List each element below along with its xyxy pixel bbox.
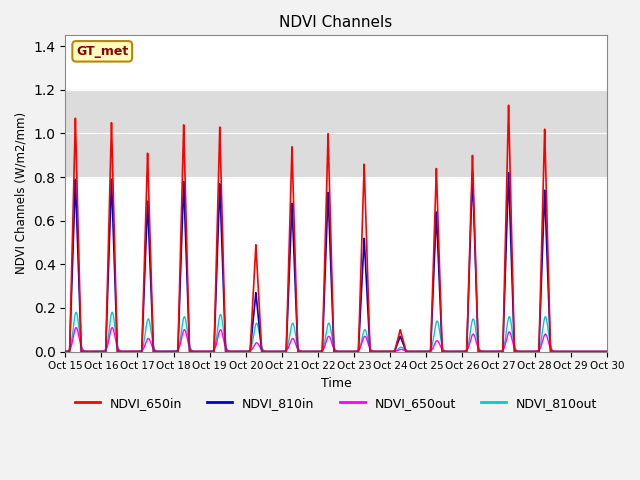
X-axis label: Time: Time <box>321 377 351 390</box>
Legend: NDVI_650in, NDVI_810in, NDVI_650out, NDVI_810out: NDVI_650in, NDVI_810in, NDVI_650out, NDV… <box>70 392 602 415</box>
Title: NDVI Channels: NDVI Channels <box>280 15 392 30</box>
Text: GT_met: GT_met <box>76 45 129 58</box>
Y-axis label: NDVI Channels (W/m2/mm): NDVI Channels (W/m2/mm) <box>15 112 28 275</box>
Bar <box>65 90 607 177</box>
